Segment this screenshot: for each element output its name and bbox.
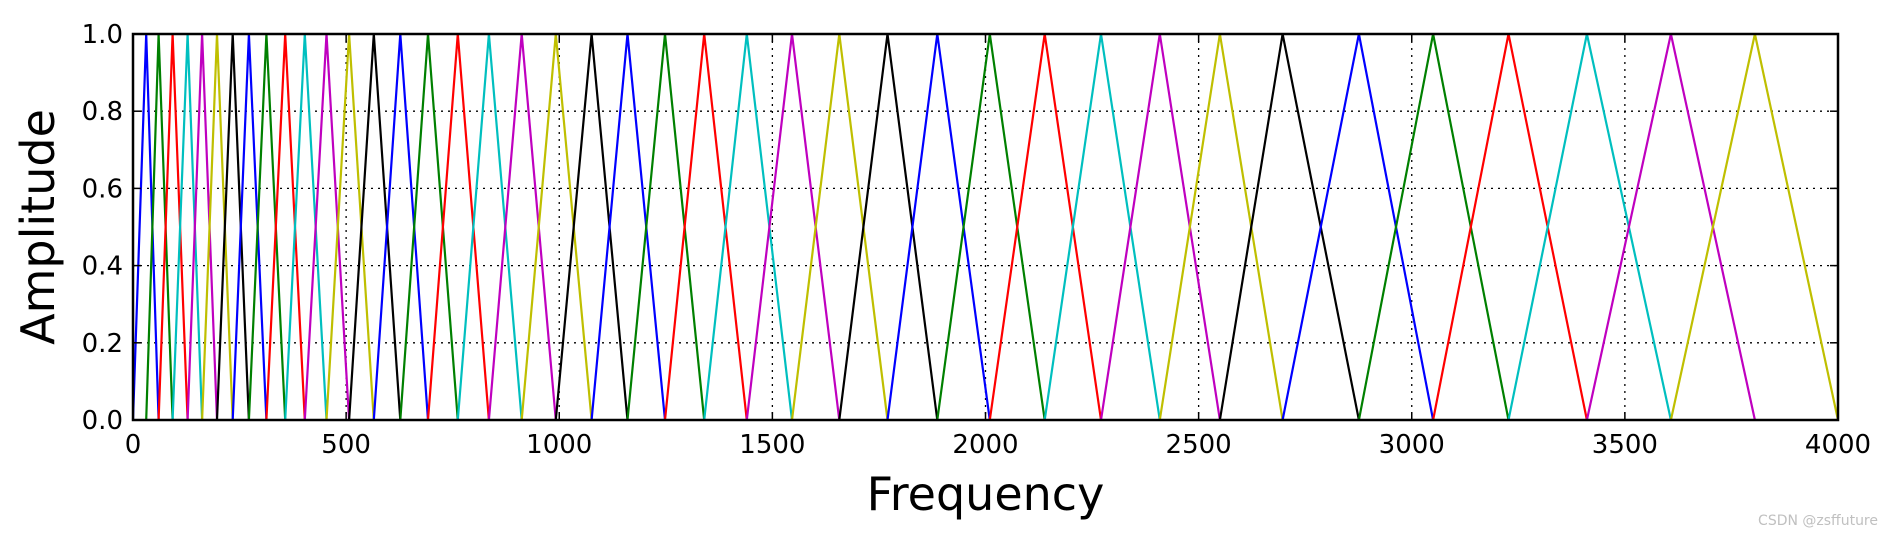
filter-series-15 — [372, 33, 430, 421]
x-tick-label: 1000 — [526, 430, 592, 460]
x-tick-label: 1500 — [739, 430, 805, 460]
filter-series-24 — [663, 33, 748, 421]
x-tick-label: 4000 — [1805, 430, 1871, 460]
filter-series-14 — [348, 33, 402, 421]
filter-series-20 — [520, 33, 593, 421]
filter-series-35 — [1218, 33, 1360, 421]
filter-series-5 — [186, 33, 219, 421]
y-tick-label: 0.2 — [82, 329, 123, 359]
y-tick-label: 1.0 — [82, 20, 123, 50]
filter-series-30 — [936, 33, 1046, 421]
filter-series-38 — [1432, 33, 1588, 421]
filter-series-36 — [1281, 33, 1435, 421]
x-tick-label: 2000 — [952, 430, 1018, 460]
filter-series-40 — [1585, 33, 1756, 421]
filter-series-32 — [1043, 33, 1161, 421]
filter-series-1 — [131, 33, 160, 421]
filter-series-2 — [145, 33, 174, 421]
filter-series-37 — [1357, 33, 1510, 421]
x-tick-label: 500 — [321, 430, 371, 460]
filter-series-27 — [790, 33, 889, 421]
filter-series-13 — [325, 33, 375, 421]
y-axis-title: Amplitude — [11, 109, 65, 345]
filter-series-26 — [745, 33, 841, 421]
x-tick-label: 2500 — [1166, 430, 1232, 460]
filter-series-41 — [1669, 33, 1840, 421]
filter-series-16 — [399, 33, 459, 421]
filter-series-23 — [626, 33, 706, 421]
watermark: CSDN @zsffuture — [1758, 513, 1878, 529]
filter-series-34 — [1158, 33, 1284, 421]
filter-series-19 — [487, 33, 557, 421]
y-tick-label: 0.8 — [82, 97, 123, 127]
grid — [133, 34, 1838, 420]
filter-series-4 — [171, 33, 204, 421]
x-tick-label: 3500 — [1592, 430, 1658, 460]
filter-series-6 — [201, 33, 234, 421]
filter-series-7 — [215, 33, 250, 421]
filter-series-9 — [247, 33, 287, 421]
filter-series-18 — [456, 33, 523, 421]
filter-series-11 — [284, 33, 328, 421]
tick-labels: 0 500 1000 1500 2000 2500 3000 3500 4000 0.0 0.2 0.… — [82, 20, 1871, 460]
y-tick-label: 0.6 — [82, 174, 123, 204]
x-tick-label: 0 — [125, 430, 142, 460]
x-tick-label: 3000 — [1379, 430, 1445, 460]
filter-series-12 — [303, 33, 351, 421]
filter-series-21 — [554, 33, 629, 421]
filter-series-8 — [231, 33, 268, 421]
filter-series-25 — [703, 33, 794, 421]
filter-series-31 — [988, 33, 1103, 421]
filter-series-3 — [157, 33, 189, 421]
filter-series-39 — [1507, 33, 1672, 421]
filter-series-28 — [838, 33, 939, 421]
x-axis-title: Frequency — [867, 467, 1105, 521]
filter-series-17 — [426, 33, 490, 421]
ticks — [132, 33, 1839, 421]
y-tick-label: 0.4 — [82, 252, 123, 282]
filter-series-22 — [590, 33, 667, 421]
filter-series-29 — [886, 33, 991, 421]
y-tick-label: 0.0 — [82, 406, 123, 436]
filter-series-33 — [1099, 33, 1221, 421]
filter-series-10 — [265, 33, 306, 421]
